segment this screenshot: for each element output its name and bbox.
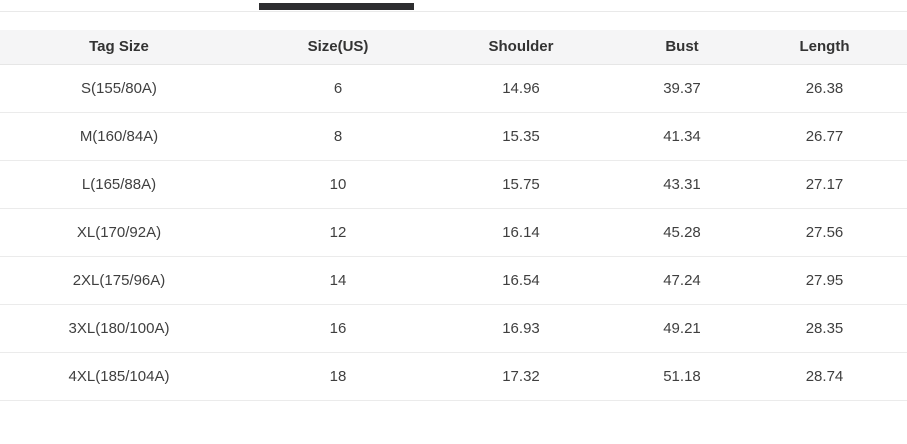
table-cell: 39.37: [604, 64, 760, 113]
table-cell: 16: [238, 304, 438, 353]
table-cell: L(165/88A): [0, 160, 238, 209]
active-tab-indicator[interactable]: [259, 3, 414, 10]
column-header-bust: Bust: [604, 30, 760, 65]
table-cell: 14: [238, 256, 438, 305]
table-cell: 45.28: [604, 208, 760, 257]
table-cell: 12: [238, 208, 438, 257]
table-cell: 27.56: [760, 208, 907, 257]
column-header-length: Length: [760, 30, 907, 65]
table-cell: 26.77: [760, 112, 907, 161]
table-cell: 49.21: [604, 304, 760, 353]
size-chart-header-row: Tag Size Size(US) Shoulder Bust Length: [0, 30, 907, 65]
table-row: S(155/80A) 6 14.96 39.37 26.38: [0, 64, 907, 113]
column-header-size-us: Size(US): [238, 30, 438, 65]
table-cell: 18: [238, 352, 438, 401]
table-cell: 41.34: [604, 112, 760, 161]
table-cell: 28.74: [760, 352, 907, 401]
column-header-tag-size: Tag Size: [0, 30, 238, 65]
table-cell: S(155/80A): [0, 64, 238, 113]
table-cell: 6: [238, 64, 438, 113]
table-row: 3XL(180/100A) 16 16.93 49.21 28.35: [0, 304, 907, 353]
table-row: L(165/88A) 10 15.75 43.31 27.17: [0, 160, 907, 209]
table-cell: 10: [238, 160, 438, 209]
table-cell: 2XL(175/96A): [0, 256, 238, 305]
table-cell: 47.24: [604, 256, 760, 305]
table-cell: 51.18: [604, 352, 760, 401]
table-cell: 27.17: [760, 160, 907, 209]
table-cell: 27.95: [760, 256, 907, 305]
size-chart-body: S(155/80A) 6 14.96 39.37 26.38 M(160/84A) 8 15.…: [0, 64, 907, 401]
column-header-shoulder: Shoulder: [438, 30, 604, 65]
table-cell: 15.75: [438, 160, 604, 209]
table-cell: M(160/84A): [0, 112, 238, 161]
table-row: M(160/84A) 8 15.35 41.34 26.77: [0, 112, 907, 161]
table-cell: 14.96: [438, 64, 604, 113]
size-chart-section: Tag Size Size(US) Shoulder Bust Length S…: [0, 30, 907, 401]
table-cell: 28.35: [760, 304, 907, 353]
table-cell: 26.38: [760, 64, 907, 113]
table-cell: 16.93: [438, 304, 604, 353]
table-cell: 3XL(180/100A): [0, 304, 238, 353]
table-row: 2XL(175/96A) 14 16.54 47.24 27.95: [0, 256, 907, 305]
table-cell: 43.31: [604, 160, 760, 209]
table-cell: 16.14: [438, 208, 604, 257]
table-cell: 17.32: [438, 352, 604, 401]
table-cell: 16.54: [438, 256, 604, 305]
size-chart-table: Tag Size Size(US) Shoulder Bust Length S…: [0, 30, 907, 401]
tab-strip: [0, 0, 907, 12]
table-cell: XL(170/92A): [0, 208, 238, 257]
table-cell: 4XL(185/104A): [0, 352, 238, 401]
table-row: XL(170/92A) 12 16.14 45.28 27.56: [0, 208, 907, 257]
table-row: 4XL(185/104A) 18 17.32 51.18 28.74: [0, 352, 907, 401]
table-cell: 8: [238, 112, 438, 161]
table-cell: 15.35: [438, 112, 604, 161]
